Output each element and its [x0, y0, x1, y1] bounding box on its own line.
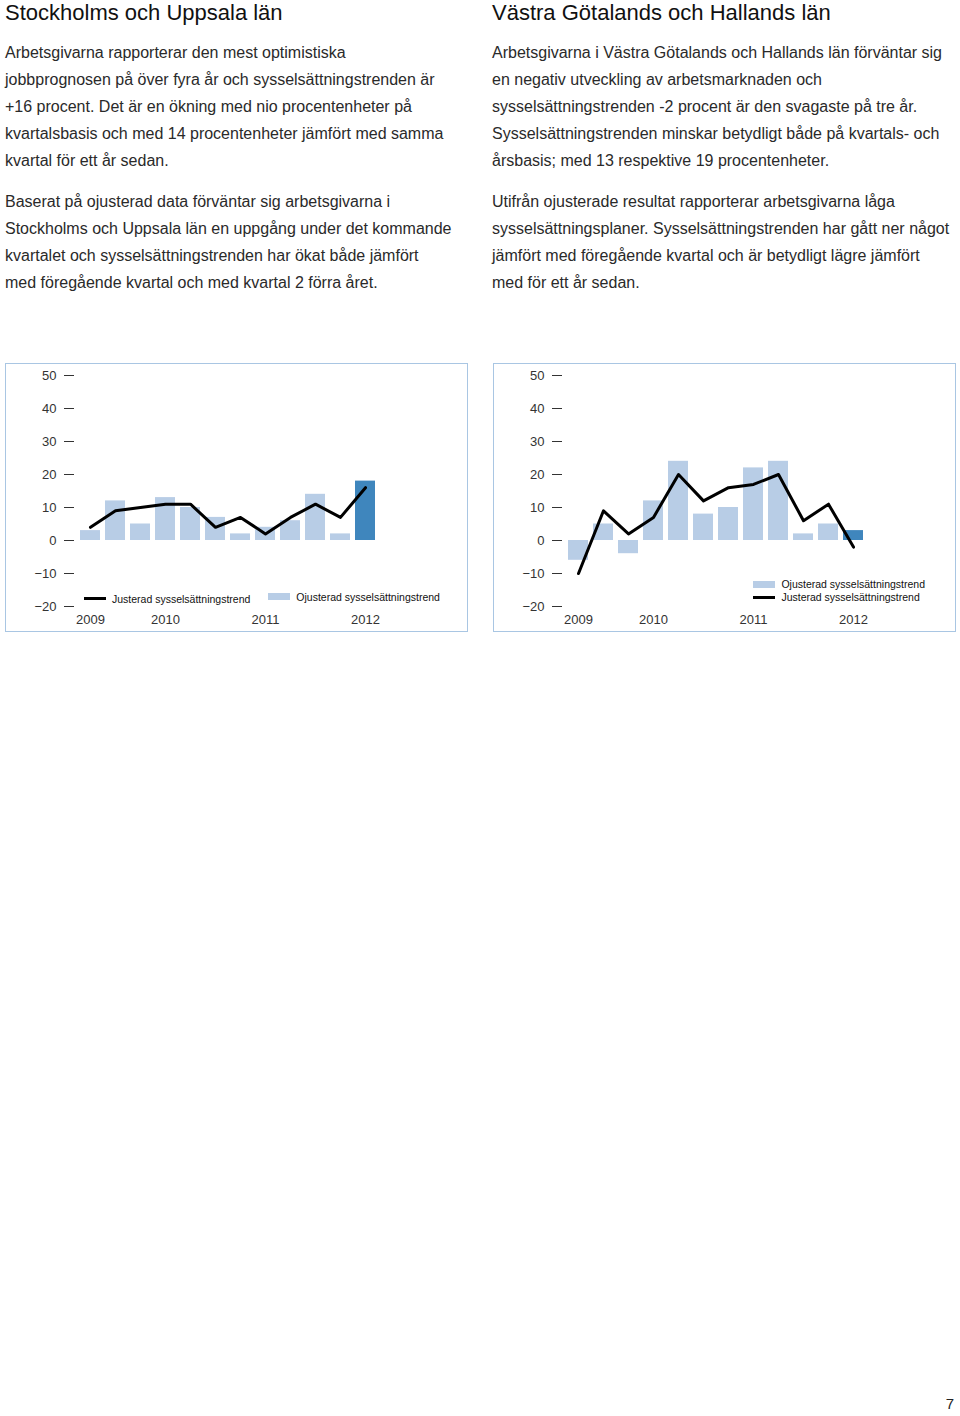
svg-text:2009: 2009: [564, 612, 593, 627]
svg-text:2009: 2009: [76, 612, 105, 627]
svg-text:40: 40: [42, 401, 56, 416]
svg-text:30: 30: [42, 434, 56, 449]
svg-text:0: 0: [537, 533, 544, 548]
svg-text:−10: −10: [522, 566, 544, 581]
svg-text:30: 30: [530, 434, 544, 449]
html-text:Västra Götalands och Hallands: Västra Götalands och Hallands län: [492, 0, 831, 25]
html-text:Arbetsgivarna rapporterar den: Arbetsgivarna rapporterar den mest optim…: [5, 44, 444, 169]
svg-text:2010: 2010: [151, 612, 180, 627]
svg-text:20: 20: [42, 467, 56, 482]
html-text:Stockholms och Uppsala län: Stockholms och Uppsala län: [5, 0, 283, 25]
svg-text:2011: 2011: [740, 612, 768, 627]
svg-text:2010: 2010: [639, 612, 668, 627]
html-text:Ojusterad sysselsättningstrend: Ojusterad sysselsättningstrend: [296, 590, 440, 603]
html-text:7: 7: [945, 1395, 954, 1412]
svg-text:−20: −20: [522, 599, 544, 614]
svg-text:40: 40: [530, 401, 544, 416]
html-text:Ojusterad sysselsättningstrend: Ojusterad sysselsättningstrend: [781, 578, 925, 590]
svg-text:50: 50: [42, 368, 56, 383]
html-text:Baserat på ojusterad data förv: Baserat på ojusterad data förväntar sig …: [5, 193, 452, 291]
html-text:Arbetsgivarna i Västra Götalan: Arbetsgivarna i Västra Götalands och Hal…: [492, 44, 942, 169]
svg-text:−10: −10: [34, 566, 56, 581]
svg-text:10: 10: [42, 500, 56, 515]
svg-text:50: 50: [530, 368, 544, 383]
svg-text:2012: 2012: [839, 612, 868, 627]
svg-text:20: 20: [530, 467, 544, 482]
svg-text:−20: −20: [34, 599, 56, 614]
svg-text:10: 10: [530, 500, 544, 515]
svg-text:0: 0: [49, 533, 56, 548]
html-text:Justerad sysselsättningstrend: Justerad sysselsättningstrend: [781, 591, 920, 603]
svg-text:2011: 2011: [252, 612, 280, 627]
html-text:Utifrån ojusterade resultat ra: Utifrån ojusterade resultat rapporterar …: [492, 193, 950, 291]
svg-text:2012: 2012: [351, 612, 380, 627]
html-text:Justerad sysselsättningstrend: Justerad sysselsättningstrend: [112, 592, 251, 605]
